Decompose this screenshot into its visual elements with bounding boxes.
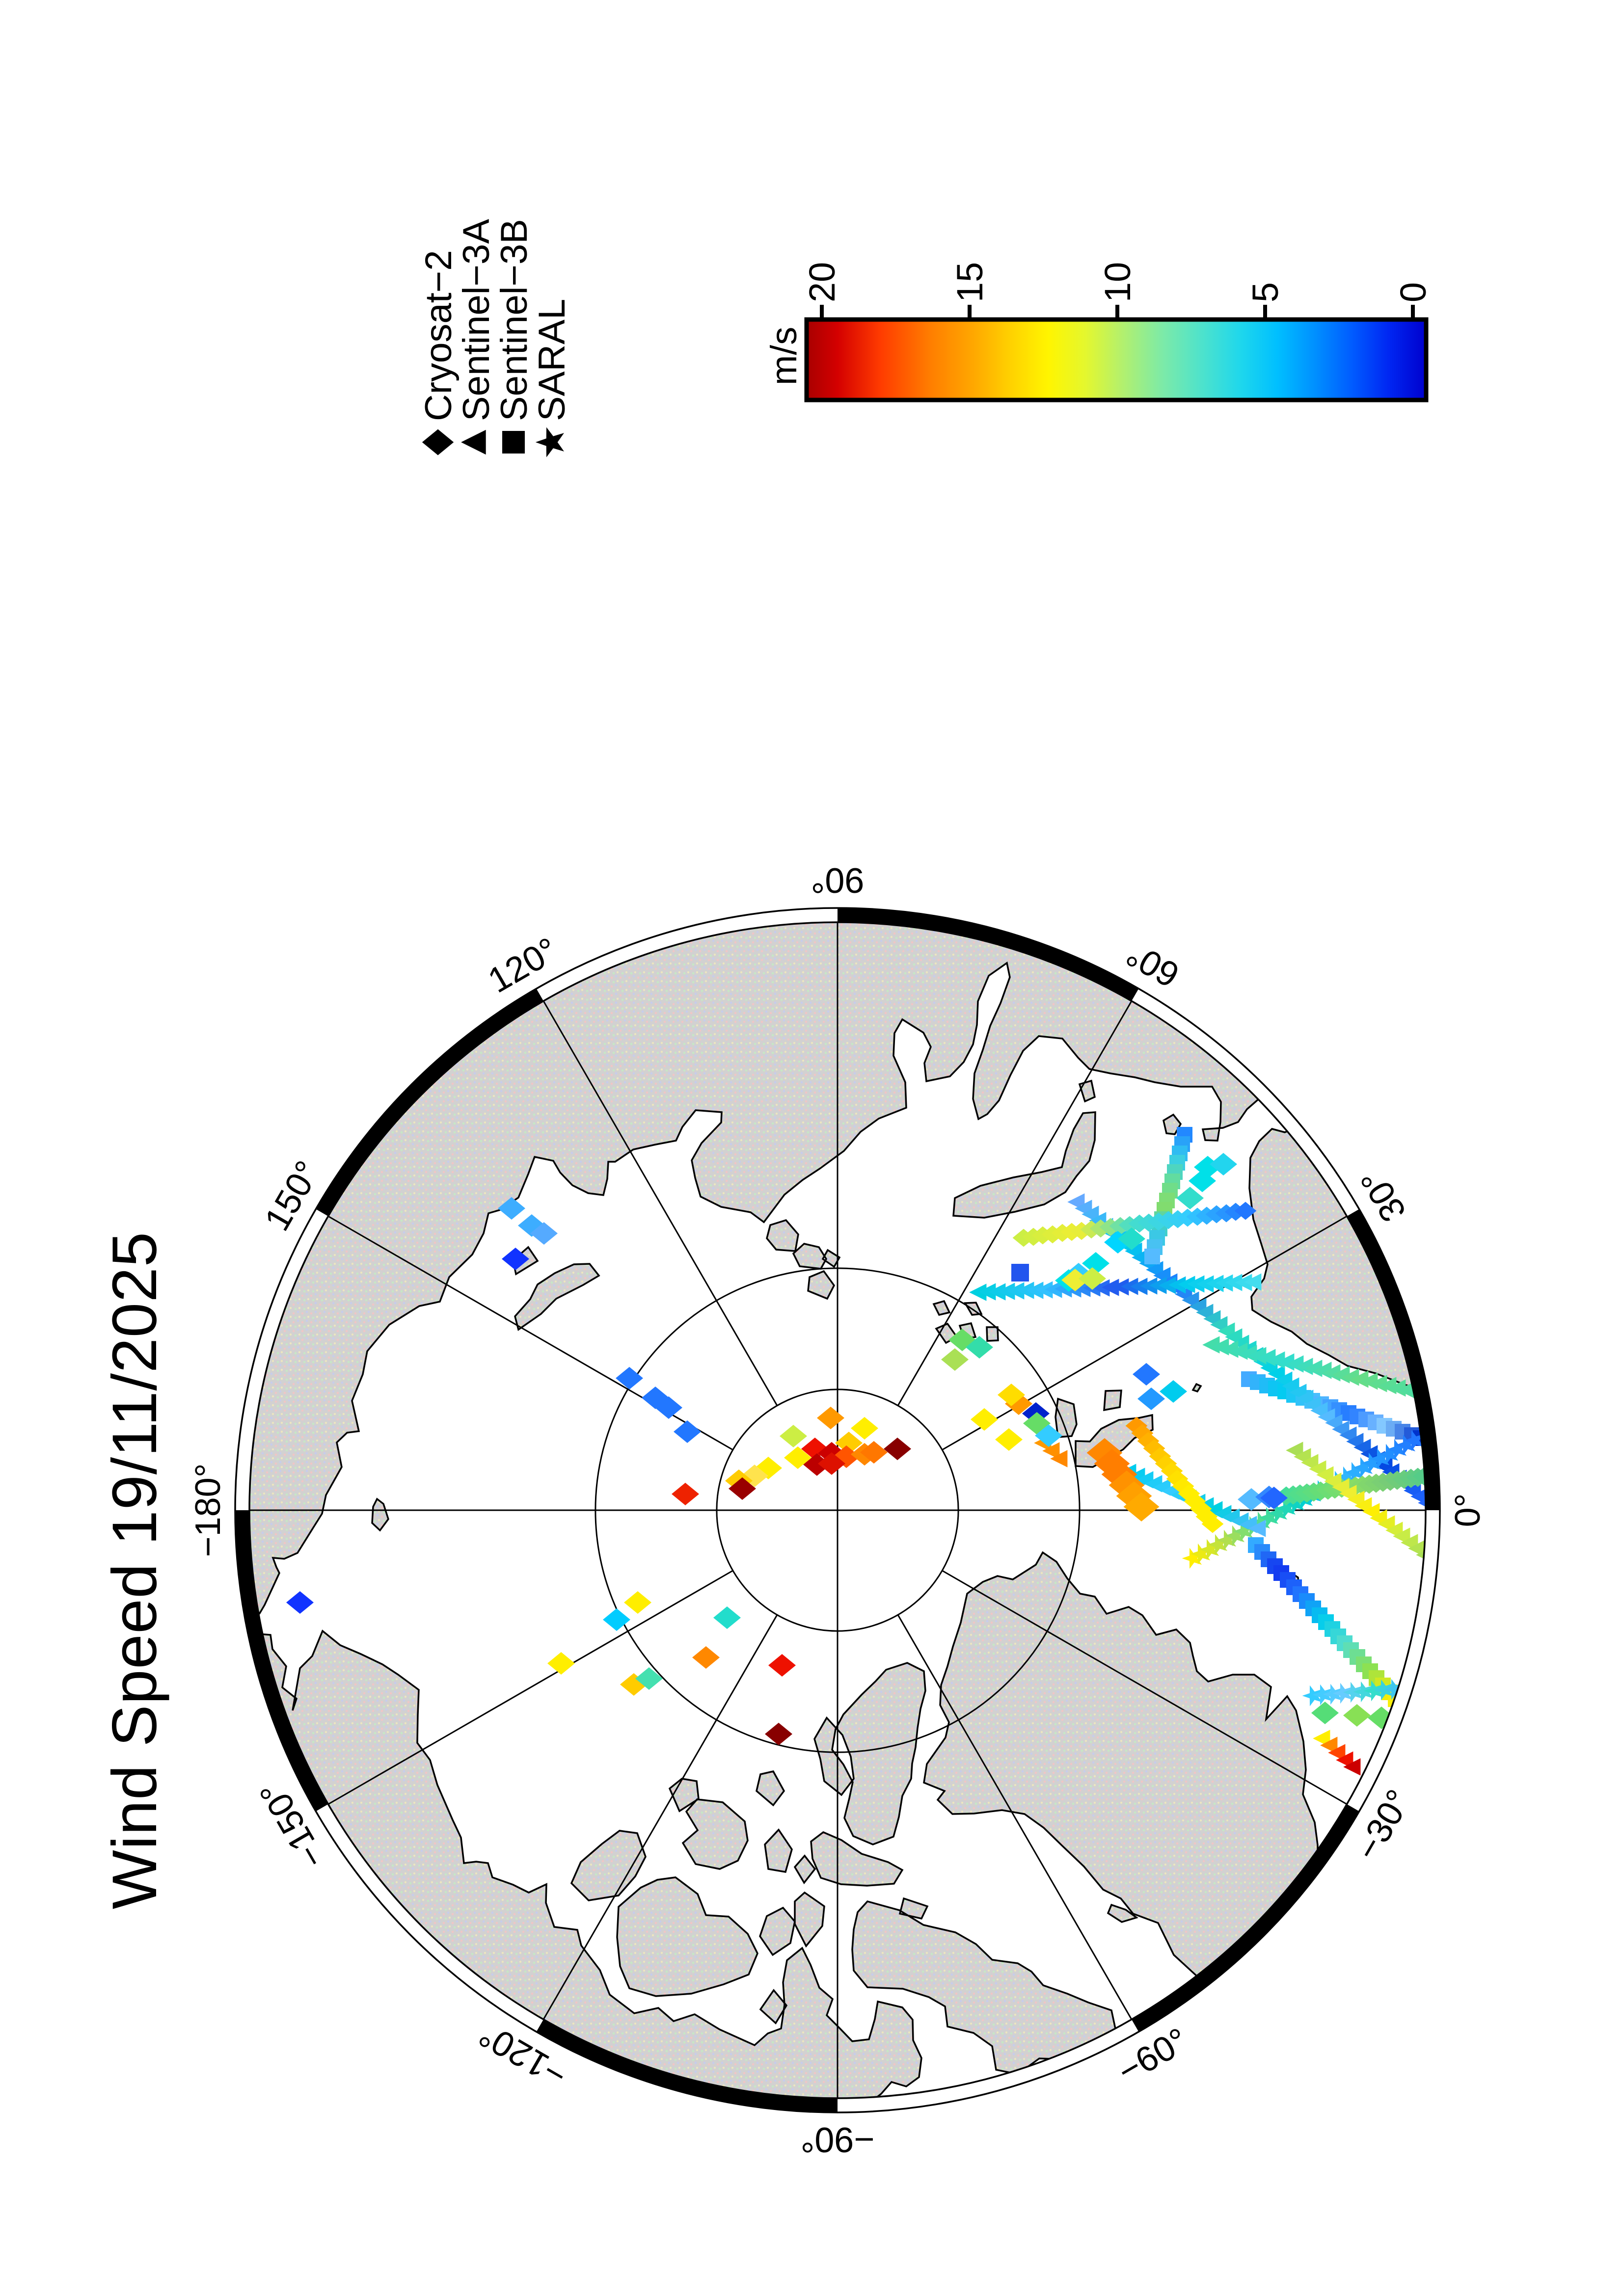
svg-text:20: 20 xyxy=(802,262,842,302)
svg-text:SARAL: SARAL xyxy=(531,299,573,421)
svg-text:−180°: −180° xyxy=(189,1464,228,1557)
svg-text:150°: 150° xyxy=(257,1154,328,1237)
svg-text:Cryosat−2: Cryosat−2 xyxy=(418,250,460,422)
svg-text:−90°: −90° xyxy=(801,2120,875,2159)
svg-text:Sentinel−3A: Sentinel−3A xyxy=(456,219,497,421)
svg-text:0: 0 xyxy=(1393,282,1434,302)
svg-text:120°: 120° xyxy=(482,930,565,1001)
svg-text:90°: 90° xyxy=(811,860,865,900)
svg-text:Wind Speed 19/11/2025: Wind Speed 19/11/2025 xyxy=(100,1232,170,1909)
svg-text:−30°: −30° xyxy=(1348,1783,1419,1867)
svg-text:Sentinel−3B: Sentinel−3B xyxy=(493,219,535,421)
svg-text:5: 5 xyxy=(1245,282,1286,302)
svg-text:0°: 0° xyxy=(1448,1494,1488,1527)
svg-text:15: 15 xyxy=(949,262,990,302)
svg-text:−60°: −60° xyxy=(1111,2020,1195,2091)
svg-text:10: 10 xyxy=(1097,262,1138,302)
svg-text:m/s: m/s xyxy=(763,327,804,385)
